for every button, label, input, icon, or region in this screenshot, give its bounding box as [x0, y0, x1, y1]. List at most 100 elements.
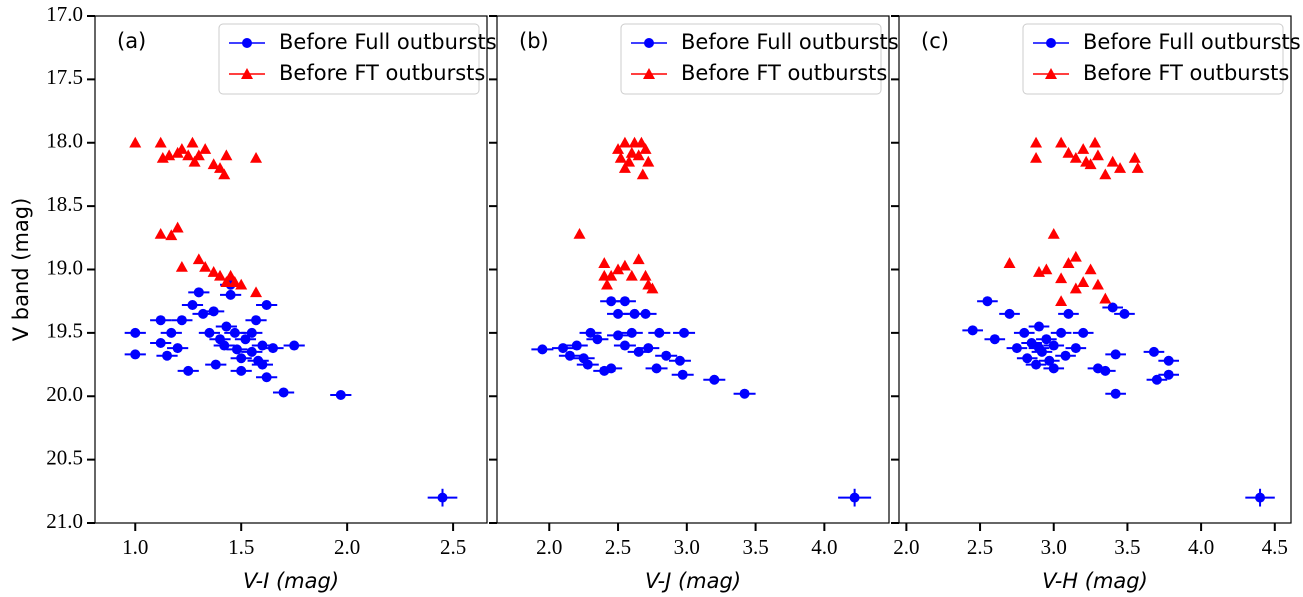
y-tick-label: 18.0 [46, 129, 83, 153]
circle-marker [619, 340, 630, 351]
triangle-marker [192, 253, 205, 265]
triangle-marker [1062, 146, 1075, 158]
triangle-marker [1091, 149, 1104, 161]
circle-marker [210, 359, 221, 370]
triangle-marker [1069, 250, 1082, 262]
panel-label: (c) [921, 29, 949, 53]
circle-marker [236, 353, 247, 364]
triangle-marker [188, 155, 201, 167]
triangle-marker [1084, 158, 1097, 170]
triangle-marker [632, 149, 645, 161]
circle-marker [261, 372, 272, 383]
triangle-marker [250, 151, 263, 163]
triangle-marker [1114, 162, 1127, 173]
triangle-marker [612, 263, 625, 275]
triangle-marker [636, 168, 649, 180]
triangle-marker [1069, 151, 1082, 163]
circle-marker [633, 346, 644, 357]
triangle-marker [224, 269, 237, 281]
triangle-marker [639, 269, 652, 281]
circle-marker [172, 343, 183, 354]
circle-marker [613, 330, 624, 341]
x-tick-label: 2.0 [536, 535, 562, 559]
circle-marker [661, 350, 672, 361]
triangle-marker [1106, 155, 1119, 167]
triangle-marker [235, 278, 248, 290]
circle-marker [1070, 343, 1081, 354]
triangle-marker [1047, 228, 1060, 239]
y-tick-label: 18.5 [46, 192, 83, 216]
triangle-marker [154, 136, 167, 148]
circle-marker [585, 327, 596, 338]
triangle-marker [207, 158, 220, 170]
circle-marker [335, 389, 346, 400]
circle-marker [537, 344, 548, 355]
circle-marker [246, 346, 257, 357]
circle-marker [739, 388, 750, 399]
circle-marker [1056, 327, 1067, 338]
circle-marker [183, 365, 194, 376]
y-tick-label: 19.0 [46, 255, 83, 279]
triangle-marker [129, 136, 142, 148]
circle-marker [654, 327, 665, 338]
circle-marker [982, 296, 993, 307]
legend-box [218, 23, 480, 95]
x-tick-label: 4.5 [1262, 535, 1288, 559]
triangle-marker [192, 149, 205, 161]
triangle-marker [250, 286, 263, 298]
triangle-marker [220, 149, 233, 161]
circle-marker [558, 343, 569, 354]
circle-marker [278, 387, 289, 398]
triangle-marker [1089, 136, 1101, 148]
circle-marker [1019, 327, 1030, 338]
circle-marker [1041, 334, 1052, 345]
triangle-marker [1069, 282, 1082, 294]
triangle-marker [220, 276, 233, 287]
x-tick-label: 3.5 [1114, 535, 1140, 559]
circle-marker [176, 315, 187, 326]
triangle-marker [199, 260, 212, 272]
circle-marker [225, 289, 236, 300]
circle-marker [1119, 308, 1130, 319]
y-tick-label: 20.0 [46, 382, 83, 406]
triangle-marker [1062, 257, 1075, 268]
triangle-marker [1003, 257, 1016, 268]
circle-marker [1100, 365, 1111, 376]
x-axis-label: V-I (mag) [243, 569, 339, 593]
x-tick-label: 3.0 [674, 535, 700, 559]
triangle-marker [218, 168, 231, 180]
x-tick-label: 2.5 [967, 535, 993, 559]
circle-marker [1163, 369, 1174, 380]
triangle-marker [625, 269, 638, 281]
triangle-marker [623, 155, 636, 167]
circle-marker [626, 327, 637, 338]
circle-marker [571, 340, 582, 351]
triangle-marker [601, 278, 614, 290]
triangle-marker [1077, 143, 1090, 154]
triangle-marker [165, 229, 178, 241]
circle-marker [1060, 350, 1071, 361]
panel-label: (b) [519, 29, 549, 53]
triangle-marker [154, 228, 167, 239]
triangle-marker [625, 146, 638, 158]
circle-marker [257, 359, 268, 370]
x-tick-label: 4.0 [1188, 535, 1214, 559]
circle-marker [251, 315, 262, 326]
circle-marker [130, 327, 141, 338]
circle-marker [236, 365, 247, 376]
legend-marker [644, 38, 654, 48]
legend-label: Before FT outbursts [681, 61, 887, 85]
panel-label: (a) [117, 29, 146, 53]
legend-marker [242, 38, 252, 48]
circle-marker [1034, 321, 1044, 332]
circle-marker [989, 334, 1000, 345]
circle-marker [592, 334, 603, 345]
circle-marker [1048, 363, 1059, 374]
triangle-marker [1128, 151, 1141, 163]
circle-marker [231, 344, 242, 355]
circle-marker [640, 308, 651, 319]
circle-marker [1063, 308, 1074, 319]
circle-marker [155, 338, 166, 349]
x-tick-label: 3.0 [1041, 535, 1067, 559]
